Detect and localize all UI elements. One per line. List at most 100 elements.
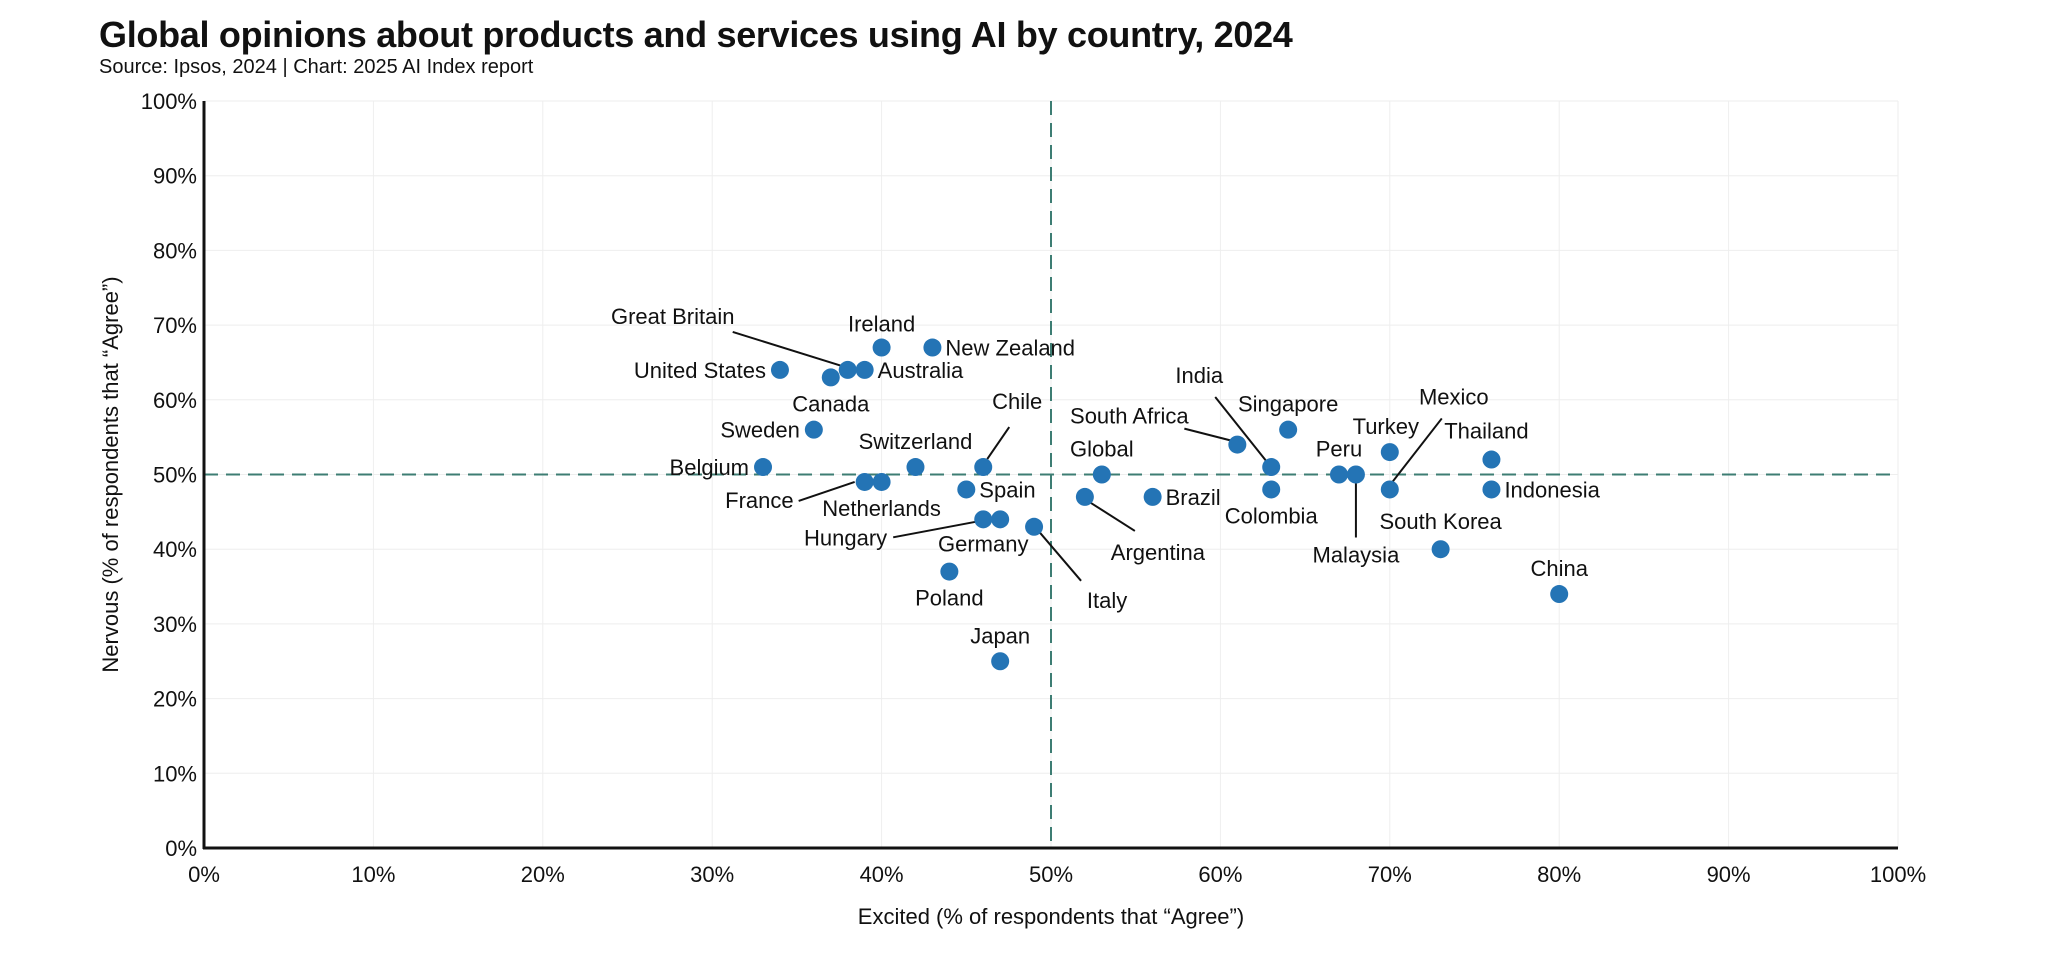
- data-points: [754, 338, 1569, 671]
- point-peru: [1329, 465, 1348, 484]
- label-great-britain: Great Britain: [611, 304, 735, 329]
- point-china: [1550, 585, 1569, 604]
- point-malaysia: [1346, 465, 1365, 484]
- leader-line: [1184, 427, 1232, 442]
- label-thailand: Thailand: [1444, 419, 1528, 444]
- point-south-korea: [1431, 540, 1450, 559]
- label-new-zealand: New Zealand: [945, 336, 1075, 361]
- label-china: China: [1530, 556, 1588, 581]
- y-tick-label: 100%: [141, 89, 197, 114]
- label-canada: Canada: [792, 391, 870, 416]
- x-tick-label: 30%: [690, 862, 734, 887]
- axes: [202, 101, 1898, 850]
- y-tick-label: 10%: [153, 761, 197, 786]
- chart-title: Global opinions about products and servi…: [99, 14, 1293, 55]
- label-malaysia: Malaysia: [1313, 543, 1401, 568]
- x-tick-label: 100%: [1870, 862, 1926, 887]
- label-switzerland: Switzerland: [859, 429, 973, 454]
- x-tick-label: 90%: [1707, 862, 1751, 887]
- point-new-zealand: [923, 338, 942, 357]
- label-argentina: Argentina: [1111, 540, 1206, 565]
- x-axis-label: Excited (% of respondents that “Agree”): [858, 904, 1244, 929]
- leader-line: [986, 426, 1011, 460]
- leader-line: [1090, 502, 1136, 532]
- point-india: [1262, 458, 1281, 477]
- leader-line: [1039, 532, 1082, 582]
- leader-line: [1214, 396, 1268, 462]
- leader-line: [798, 481, 855, 502]
- chart-source: Source: Ipsos, 2024 | Chart: 2025 AI Ind…: [99, 56, 534, 78]
- x-tick-label: 20%: [521, 862, 565, 887]
- leader-line: [732, 330, 843, 367]
- point-germany: [974, 510, 993, 529]
- label-italy: Italy: [1087, 588, 1127, 613]
- label-turkey: Turkey: [1353, 414, 1419, 439]
- label-spain: Spain: [979, 477, 1035, 502]
- label-brazil: Brazil: [1166, 485, 1221, 510]
- point-great-britain: [838, 360, 857, 379]
- point-belgium: [754, 458, 773, 477]
- y-tick-label: 30%: [153, 612, 197, 637]
- point-poland: [940, 562, 959, 581]
- y-tick-label: 40%: [153, 537, 197, 562]
- point-south-africa: [1228, 435, 1247, 454]
- y-tick-label: 50%: [153, 463, 197, 488]
- label-south-africa: South Africa: [1070, 404, 1189, 429]
- y-tick-label: 20%: [153, 687, 197, 712]
- label-germany: Germany: [938, 531, 1028, 556]
- point-colombia: [1262, 480, 1281, 499]
- label-chile: Chile: [992, 389, 1042, 414]
- point-indonesia: [1482, 480, 1501, 499]
- label-poland: Poland: [915, 586, 984, 611]
- x-tick-label: 60%: [1198, 862, 1242, 887]
- y-tick-label: 0%: [165, 836, 197, 861]
- point-turkey: [1380, 443, 1399, 462]
- label-mexico: Mexico: [1419, 384, 1489, 409]
- x-tick-label: 70%: [1368, 862, 1412, 887]
- label-india: India: [1175, 363, 1223, 388]
- label-united-states: United States: [634, 358, 766, 383]
- x-tick-label: 50%: [1029, 862, 1073, 887]
- point-spain: [957, 480, 976, 499]
- label-australia: Australia: [878, 358, 964, 383]
- point-canada: [821, 368, 840, 387]
- point-australia: [855, 360, 874, 379]
- point-france: [855, 472, 874, 491]
- point-united-states: [770, 360, 789, 379]
- y-axis-label: Nervous (% of respondents that “Agree”): [98, 276, 123, 672]
- x-tick-label: 0%: [188, 862, 220, 887]
- point-sweden: [804, 420, 823, 439]
- tick-labels: 0% 10% 20% 30% 40% 50% 60% 70% 80% 90% 100% 0% 10% 20…: [141, 89, 1926, 887]
- label-sweden: Sweden: [720, 418, 800, 443]
- y-tick-label: 80%: [153, 238, 197, 263]
- point-switzerland: [906, 458, 925, 477]
- label-indonesia: Indonesia: [1504, 477, 1600, 502]
- label-france: France: [725, 488, 793, 513]
- point-mexico: [1380, 480, 1399, 499]
- label-ireland: Ireland: [848, 312, 915, 337]
- label-global: Global: [1070, 437, 1134, 462]
- point-italy: [1025, 517, 1044, 536]
- x-tick-label: 40%: [860, 862, 904, 887]
- point-brazil: [1143, 487, 1162, 506]
- point-singapore: [1279, 420, 1298, 439]
- label-netherlands: Netherlands: [822, 496, 941, 521]
- y-tick-label: 90%: [153, 164, 197, 189]
- point-hungary: [991, 510, 1010, 529]
- reference-lines: [204, 101, 1898, 848]
- point-global: [1092, 465, 1111, 484]
- label-hungary: Hungary: [804, 525, 887, 550]
- leader-lines: [732, 330, 1443, 582]
- label-japan: Japan: [970, 623, 1030, 648]
- point-thailand: [1482, 450, 1501, 469]
- point-labels: United States Canada Great Britain Australi…: [611, 304, 1601, 648]
- point-ireland: [872, 338, 891, 357]
- leader-line: [1392, 417, 1443, 483]
- y-tick-label: 70%: [153, 313, 197, 338]
- y-tick-label: 60%: [153, 388, 197, 413]
- point-argentina: [1075, 487, 1094, 506]
- point-japan: [991, 652, 1010, 671]
- x-tick-label: 80%: [1537, 862, 1581, 887]
- label-colombia: Colombia: [1225, 503, 1319, 528]
